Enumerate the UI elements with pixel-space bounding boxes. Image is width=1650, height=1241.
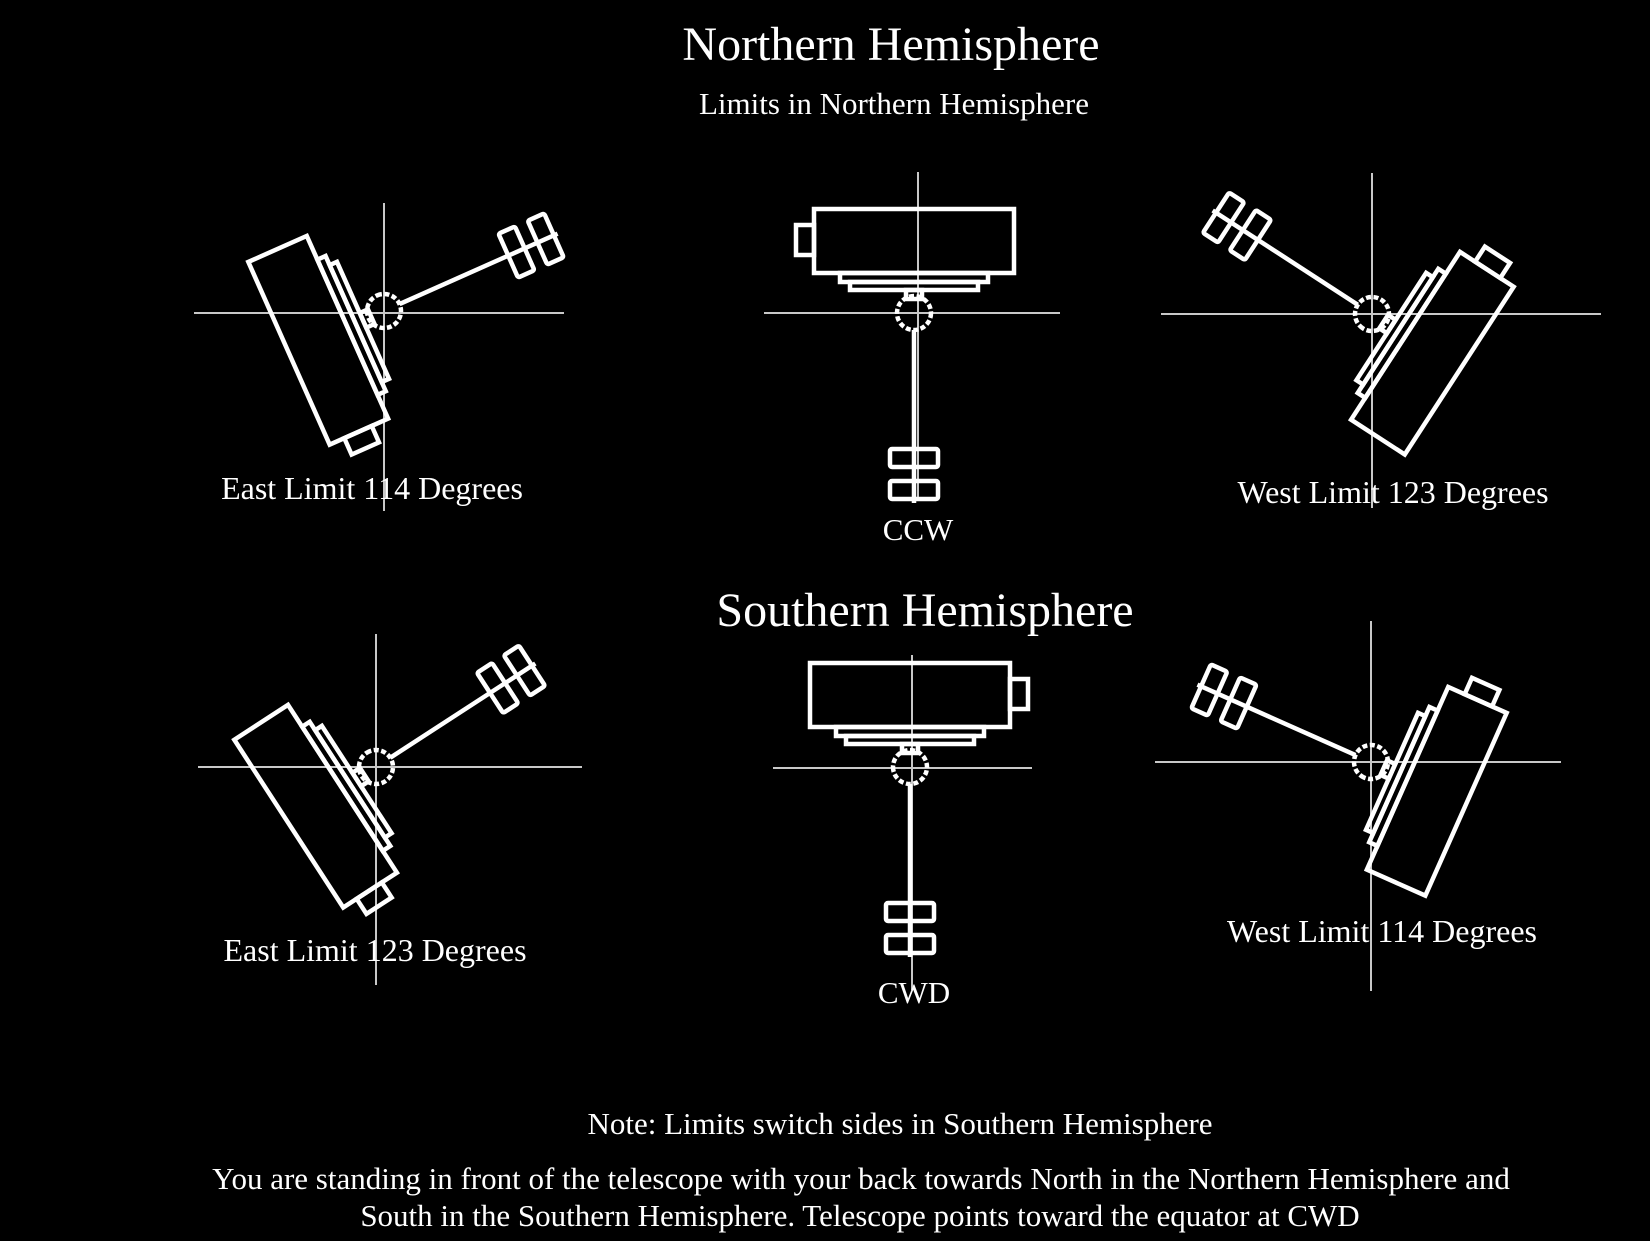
footer-line-2: South in the Southern Hemisphere. Telesc…	[360, 1198, 1359, 1233]
page-subtitle: Limits in Northern Hemisphere	[699, 86, 1089, 121]
telescope-mount-icon	[796, 209, 1014, 503]
telescope-mount-icon	[810, 663, 1028, 957]
telescope-mount-icon	[248, 142, 605, 461]
page-title: Northern Hemisphere	[682, 18, 1099, 71]
north-east-limit-figure: East Limit 114 Degrees	[194, 142, 606, 511]
south-center-label: CWD	[878, 975, 950, 1010]
north-center-label: CCW	[883, 512, 954, 547]
note-text: Note: Limits switch sides in Southern He…	[587, 1106, 1212, 1141]
south-title: Southern Hemisphere	[716, 584, 1133, 637]
south-east-limit-figure: East Limit 123 Degrees	[198, 580, 600, 985]
north-west-limit-figure: West Limit 123 Degrees	[1158, 112, 1601, 510]
telescope-mount-icon	[1158, 112, 1523, 455]
telescope-mount-icon	[234, 580, 599, 923]
telescope-mount-icon	[1157, 577, 1514, 896]
south-east-label: East Limit 123 Degrees	[223, 932, 526, 968]
north-east-label: East Limit 114 Degrees	[221, 470, 523, 506]
north-west-label: West Limit 123 Degrees	[1237, 474, 1548, 510]
south-west-label: West Limit 114 Degrees	[1227, 913, 1537, 949]
footer-line-1: You are standing in front of the telesco…	[212, 1161, 1510, 1196]
south-cwd-figure: CWD	[773, 655, 1032, 1010]
south-west-limit-figure: West Limit 114 Degrees	[1155, 577, 1561, 991]
north-ccw-figure: CCW	[764, 172, 1060, 547]
